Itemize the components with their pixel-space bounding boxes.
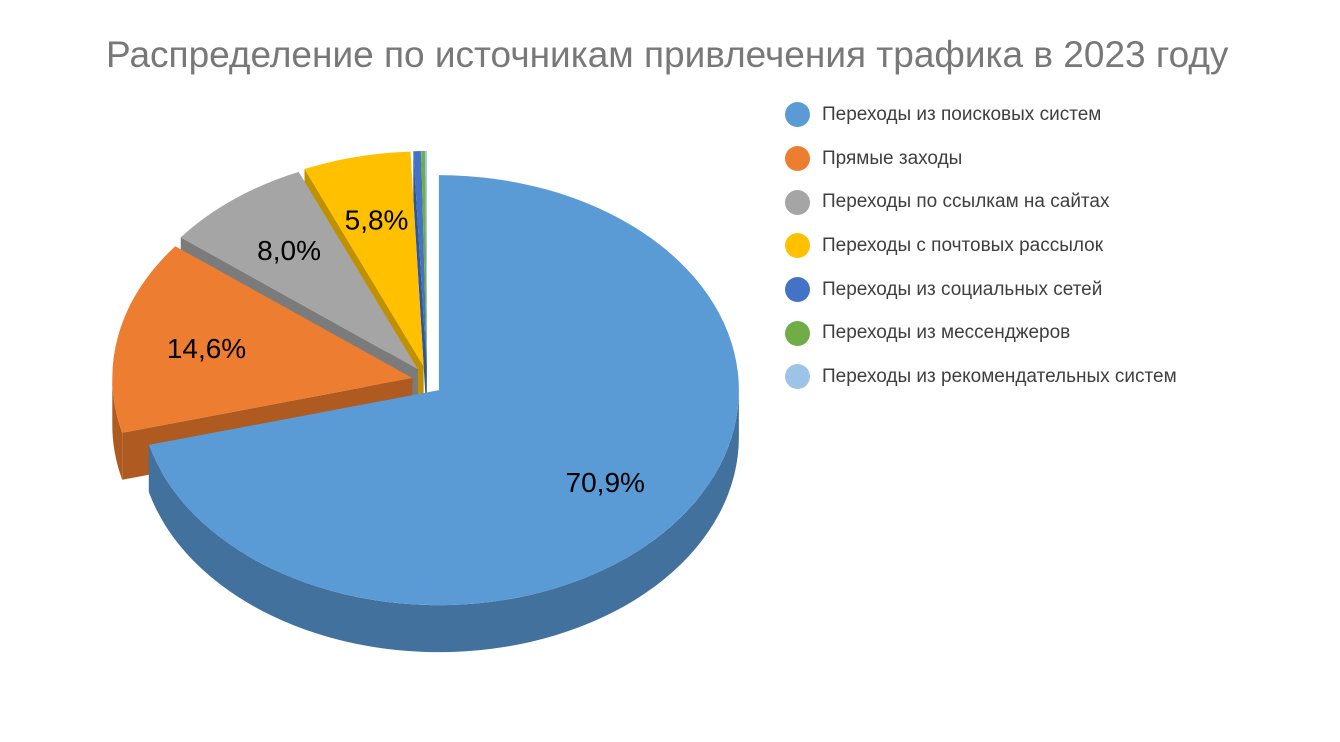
legend-marker-icon [785, 277, 810, 303]
legend-label: Переходы с почтовых рассылок [822, 234, 1104, 256]
pie-slice-rim-1 [112, 378, 123, 480]
legend-label: Прямые заходы [822, 147, 963, 169]
pie-slice-side-4 [413, 151, 427, 414]
legend-label: Переходы из мессенджеров [822, 322, 1071, 344]
data-label-3: 5,8% [345, 205, 409, 236]
legend-item-3[interactable]: Переходы с почтовых рассылок [785, 224, 1315, 268]
legend-label: Переходы из социальных сетей [822, 278, 1103, 300]
legend-label: Переходы из рекомендательных систем [822, 365, 1177, 387]
pie-slice-1[interactable] [112, 246, 413, 433]
pie-slice-4[interactable] [413, 151, 427, 367]
legend-marker-icon [785, 364, 810, 390]
legend-item-4[interactable]: Переходы из социальных сетей [785, 268, 1315, 312]
legend-item-2[interactable]: Переходы по ссылкам на сайтах [785, 180, 1315, 224]
legend-marker-icon [785, 189, 810, 215]
legend-marker-icon [785, 233, 810, 259]
data-label-1: 14,6% [167, 333, 246, 364]
legend-item-0[interactable]: Переходы из поисковых систем [785, 93, 1315, 137]
legend-label: Переходы по ссылкам на сайтах [822, 191, 1110, 213]
legend-label: Переходы из поисковых систем [822, 103, 1102, 125]
pie-slice-6[interactable] [425, 150, 427, 366]
legend-item-1[interactable]: Прямые заходы [785, 137, 1315, 181]
data-label-0: 70,9% [566, 467, 645, 498]
data-label-2: 8,0% [257, 235, 321, 266]
pie-slice-3[interactable] [304, 151, 424, 367]
chart-legend: Переходы из поисковых систем Прямые заход… [785, 93, 1315, 399]
legend-marker-icon [785, 102, 810, 128]
pie-slice-0[interactable] [148, 175, 739, 606]
legend-item-5[interactable]: Переходы из мессенджеров [785, 311, 1315, 355]
pie-slice-5[interactable] [421, 151, 427, 366]
legend-marker-icon [785, 320, 810, 346]
chart-title: Распределение по источникам привлечения … [106, 34, 1229, 75]
pie-slice-rim-0 [148, 390, 739, 653]
legend-marker-icon [785, 146, 810, 172]
pie-slice-2[interactable] [180, 171, 418, 370]
legend-item-6[interactable]: Переходы из рекомендательных систем [785, 355, 1315, 399]
